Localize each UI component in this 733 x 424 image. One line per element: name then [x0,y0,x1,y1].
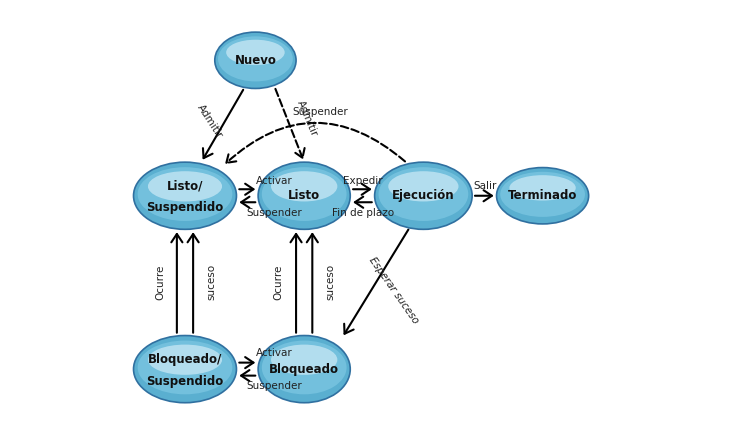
FancyArrowPatch shape [203,90,243,158]
Ellipse shape [215,32,296,89]
Ellipse shape [375,162,472,229]
Ellipse shape [148,345,222,375]
Text: Suspendido: Suspendido [147,374,224,388]
Ellipse shape [271,171,337,201]
Ellipse shape [500,172,585,217]
Ellipse shape [133,162,237,229]
FancyArrowPatch shape [226,123,405,163]
Ellipse shape [218,36,292,81]
Text: Admitir: Admitir [295,99,319,138]
FancyArrowPatch shape [290,234,301,333]
FancyArrowPatch shape [475,190,492,201]
Ellipse shape [496,167,589,224]
Text: Listo/: Listo/ [167,179,203,192]
FancyArrowPatch shape [241,197,255,208]
Ellipse shape [509,175,575,201]
Text: Suspender: Suspender [246,208,302,218]
FancyArrowPatch shape [345,229,408,334]
Ellipse shape [262,167,347,221]
Text: Admitir: Admitir [195,102,224,140]
Text: Suspender: Suspender [292,107,348,117]
Ellipse shape [226,40,284,65]
Text: Activar: Activar [256,176,292,186]
Text: suceso: suceso [206,265,216,301]
FancyArrowPatch shape [355,197,372,208]
Ellipse shape [133,335,237,403]
Ellipse shape [262,340,347,394]
Text: Suspender: Suspender [246,382,302,391]
Text: Bloqueado: Bloqueado [269,363,339,376]
Text: Expedir: Expedir [343,176,383,186]
Ellipse shape [138,340,232,394]
Text: Terminado: Terminado [508,189,578,202]
Text: Esperar suceso: Esperar suceso [367,255,420,326]
FancyArrowPatch shape [239,184,254,195]
FancyArrowPatch shape [241,370,255,381]
Text: Suspendido: Suspendido [147,201,224,214]
Text: suceso: suceso [325,265,335,301]
FancyArrowPatch shape [239,357,254,368]
FancyArrowPatch shape [172,234,183,333]
Text: Ocurre: Ocurre [273,265,283,300]
Text: Salir: Salir [473,181,496,191]
Text: Fin de plazo: Fin de plazo [331,208,394,218]
Ellipse shape [258,335,350,403]
Ellipse shape [271,345,337,375]
Ellipse shape [148,171,222,201]
FancyArrowPatch shape [307,234,318,333]
Text: Bloqueado/: Bloqueado/ [148,353,222,366]
Text: Ejecución: Ejecución [392,189,454,202]
Ellipse shape [138,167,232,221]
Text: Activar: Activar [256,348,292,358]
Ellipse shape [258,162,350,229]
Text: Ocurre: Ocurre [155,265,166,300]
Ellipse shape [378,167,468,221]
Text: Nuevo: Nuevo [235,54,276,67]
FancyArrowPatch shape [188,234,199,333]
FancyArrowPatch shape [353,184,370,195]
FancyArrowPatch shape [276,89,305,158]
Text: Listo: Listo [288,189,320,202]
Ellipse shape [388,171,459,201]
